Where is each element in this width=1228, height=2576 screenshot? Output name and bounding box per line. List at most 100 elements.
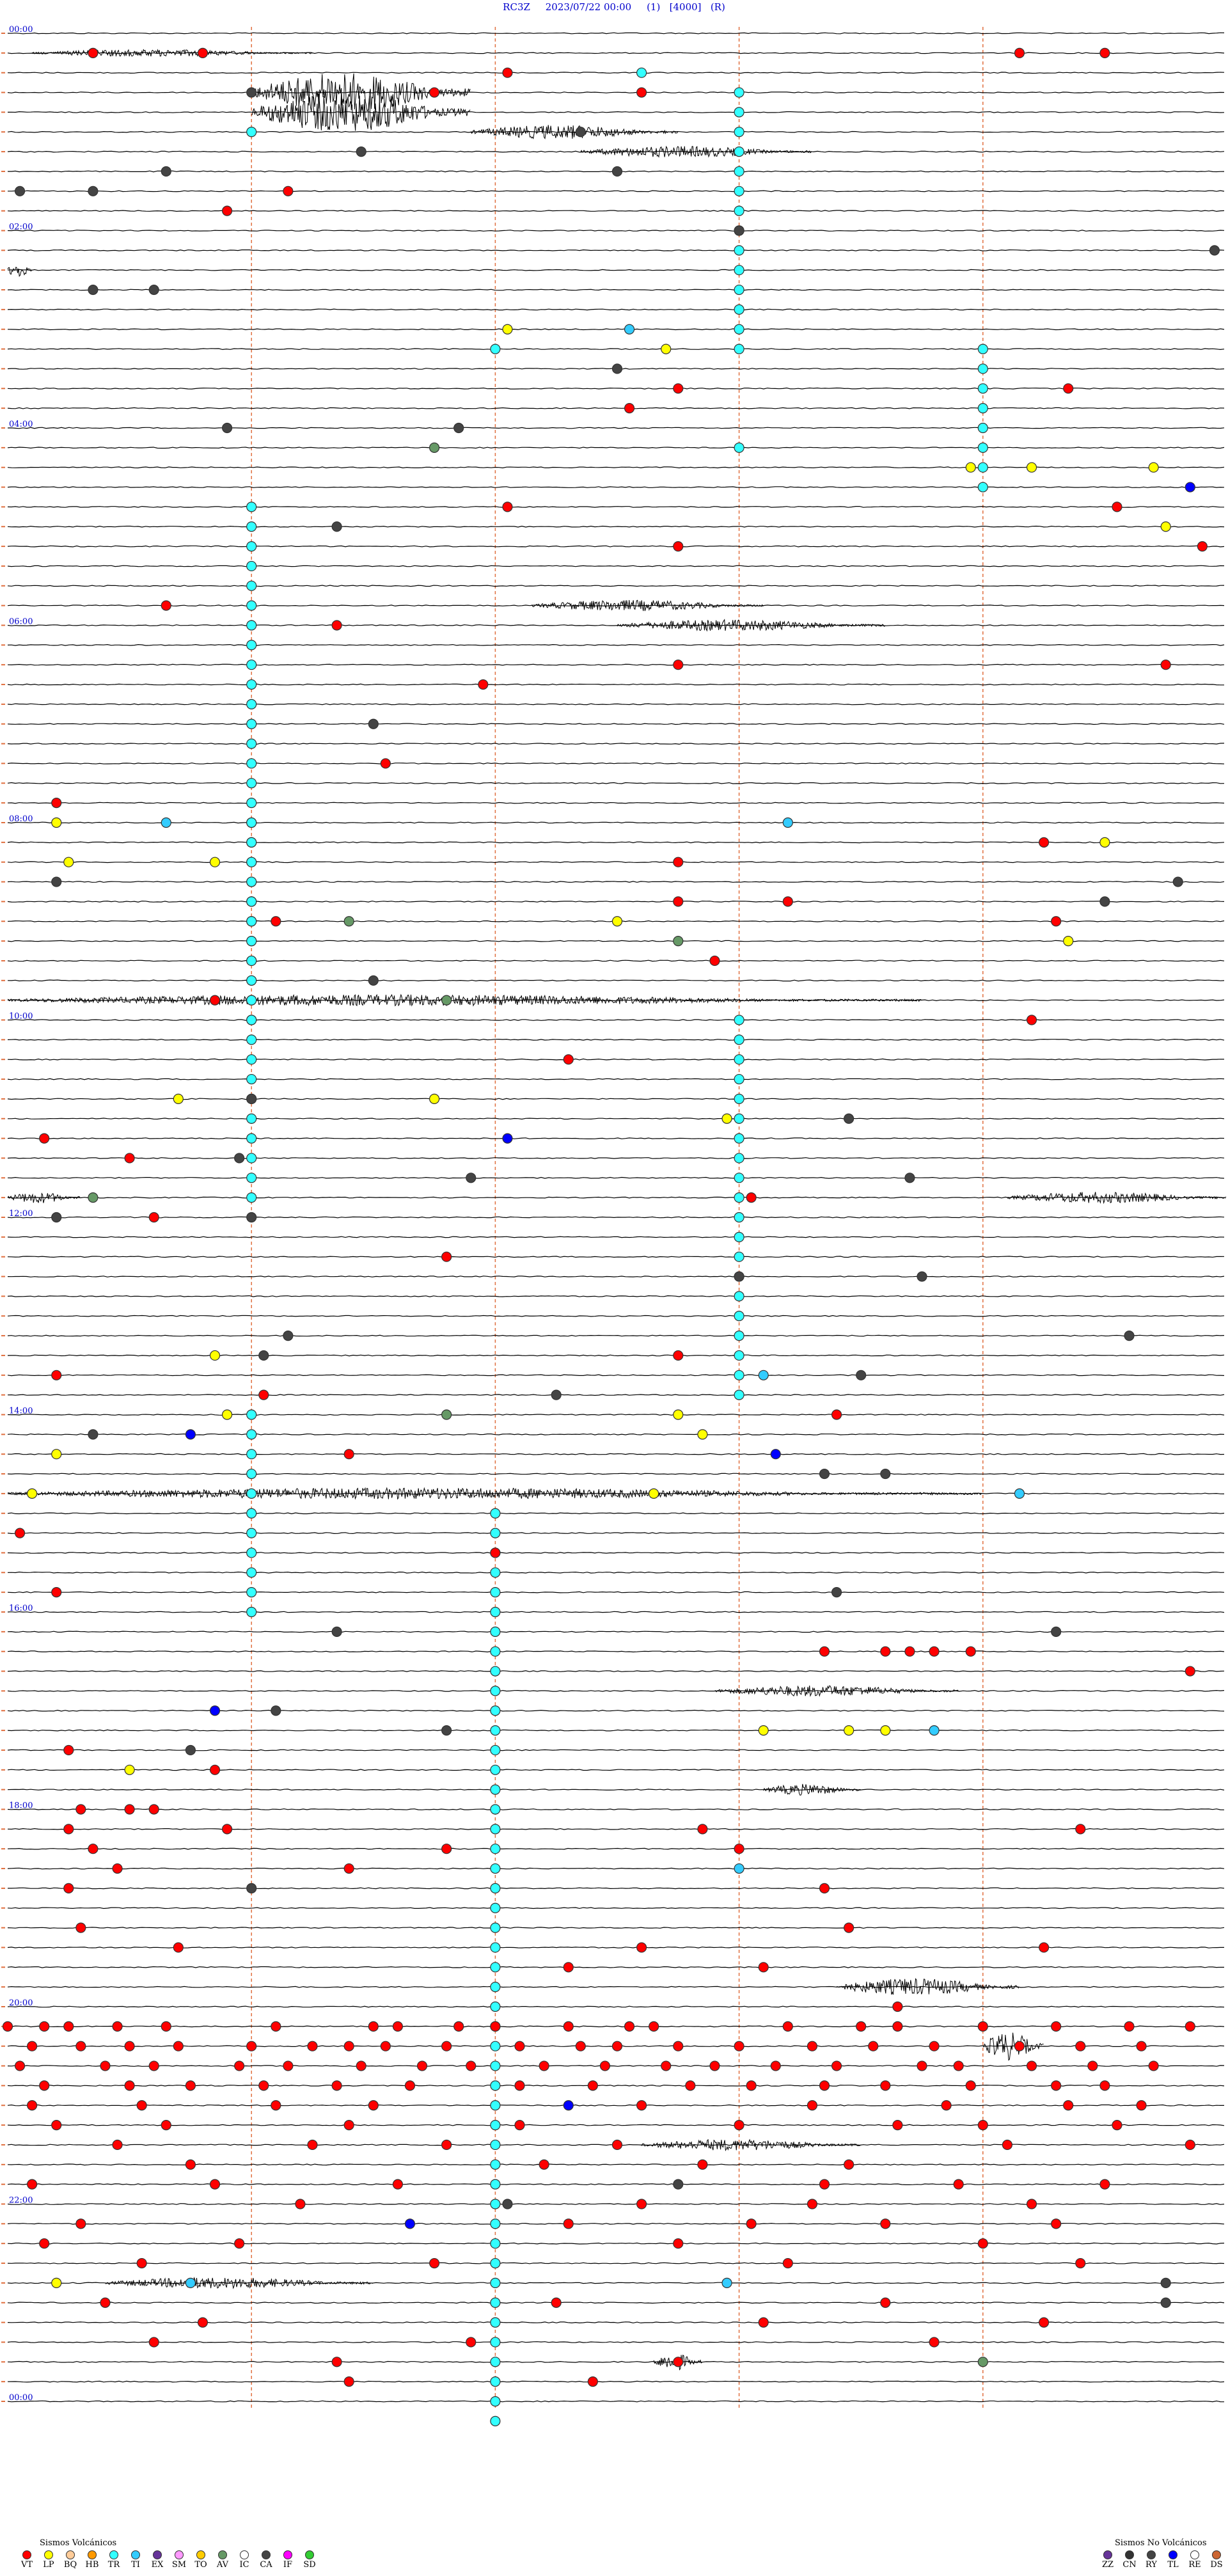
event-marker-ca bbox=[258, 1350, 269, 1361]
event-marker-tr bbox=[734, 304, 744, 315]
seismic-burst bbox=[836, 1978, 1019, 1995]
event-marker-tr bbox=[490, 1626, 501, 1637]
seismic-trace bbox=[7, 486, 1225, 488]
seismic-trace bbox=[7, 1650, 1225, 1653]
hour-label: 00:00 bbox=[9, 25, 33, 35]
event-marker-tr bbox=[490, 1784, 501, 1795]
event-marker-tr bbox=[490, 1705, 501, 1716]
seismic-trace bbox=[7, 2163, 1225, 2166]
event-marker-vt bbox=[307, 2041, 318, 2051]
seismic-trace bbox=[7, 32, 1225, 35]
event-marker-vt bbox=[478, 679, 489, 690]
event-marker-ca bbox=[185, 1744, 196, 1756]
event-marker-tr bbox=[246, 1192, 257, 1203]
event-marker-vt bbox=[124, 1804, 135, 1815]
seismic-trace bbox=[7, 999, 1225, 1002]
event-marker-vt bbox=[343, 2376, 354, 2387]
event-marker-lp bbox=[209, 1350, 221, 1361]
event-marker-tr bbox=[246, 1153, 257, 1164]
legend-swatch bbox=[196, 2550, 205, 2559]
seismic-trace bbox=[7, 1315, 1225, 1317]
event-marker-vt bbox=[63, 1744, 74, 1756]
event-marker-tr bbox=[734, 1291, 744, 1302]
event-marker-ti bbox=[929, 1725, 940, 1736]
event-marker-tr bbox=[734, 1212, 744, 1223]
seismic-trace bbox=[7, 1552, 1225, 1554]
seismic-trace bbox=[8, 190, 1225, 193]
event-marker-vt bbox=[1099, 2080, 1110, 2091]
event-marker-vt bbox=[892, 2001, 903, 2012]
event-marker-lp bbox=[965, 462, 976, 473]
event-marker-vt bbox=[1185, 2021, 1195, 2032]
event-marker-vt bbox=[673, 383, 684, 394]
seismic-burst bbox=[251, 93, 471, 131]
event-marker-vt bbox=[611, 2139, 623, 2151]
event-marker-tr bbox=[490, 1982, 501, 1993]
legend-swatch bbox=[305, 2550, 314, 2559]
row-marker bbox=[1, 1611, 5, 1613]
event-marker-vt bbox=[831, 1409, 842, 1420]
event-marker-vt bbox=[429, 2257, 440, 2269]
event-marker-tr bbox=[246, 1034, 257, 1045]
event-marker-vt bbox=[112, 2021, 123, 2032]
row-marker bbox=[1, 230, 5, 232]
event-marker-av bbox=[441, 1409, 452, 1420]
event-marker-tr bbox=[734, 265, 744, 276]
event-marker-ti bbox=[1014, 1488, 1025, 1499]
event-marker-vt bbox=[1002, 2139, 1013, 2151]
event-marker-tr bbox=[246, 541, 257, 552]
event-marker-vt bbox=[209, 2179, 221, 2190]
seismic-trace bbox=[7, 1038, 1225, 1041]
row-marker bbox=[1, 269, 5, 271]
seismic-trace bbox=[7, 2242, 1225, 2245]
event-marker-ca bbox=[831, 1587, 842, 1598]
legend-swatch bbox=[88, 2550, 97, 2559]
event-marker-tr bbox=[734, 1311, 744, 1322]
event-marker-vt bbox=[1124, 2021, 1135, 2032]
event-marker-lp bbox=[124, 1764, 135, 1775]
event-marker-ca bbox=[331, 1626, 342, 1637]
event-marker-vt bbox=[1087, 2060, 1098, 2071]
event-marker-tr bbox=[490, 1646, 501, 1657]
event-marker-vt bbox=[209, 1764, 221, 1775]
event-marker-tr bbox=[734, 324, 744, 335]
seismic-trace bbox=[7, 663, 1225, 666]
event-marker-tr bbox=[490, 1744, 501, 1756]
event-marker-tr bbox=[490, 1824, 501, 1835]
event-marker-tr bbox=[246, 1073, 257, 1085]
row-marker bbox=[1, 1650, 5, 1652]
event-marker-vt bbox=[1099, 2179, 1110, 2190]
event-marker-vt bbox=[709, 2060, 720, 2071]
chart-mode: (1) bbox=[647, 1, 661, 13]
event-marker-vt bbox=[1160, 660, 1171, 670]
row-marker bbox=[1, 249, 5, 251]
event-marker-tr bbox=[734, 1073, 744, 1085]
event-marker-tr bbox=[490, 2060, 501, 2071]
seismic-trace bbox=[7, 1966, 1225, 1968]
row-marker bbox=[1, 368, 5, 370]
event-marker-vt bbox=[112, 2139, 123, 2151]
hour-label: 10:00 bbox=[9, 1012, 33, 1022]
seismic-burst bbox=[105, 2277, 374, 2289]
event-marker-tr bbox=[490, 2199, 501, 2209]
event-marker-vt bbox=[124, 2080, 135, 2091]
event-marker-vt bbox=[14, 2060, 26, 2071]
row-marker bbox=[1, 2045, 5, 2047]
event-marker-tr bbox=[734, 1370, 744, 1380]
event-marker-ca bbox=[502, 2199, 513, 2209]
event-marker-tl bbox=[185, 1429, 196, 1440]
row-marker bbox=[1, 644, 5, 646]
event-marker-vt bbox=[587, 2080, 598, 2091]
legend-item-bq: BQ bbox=[59, 2550, 81, 2570]
row-marker bbox=[1, 1177, 5, 1179]
seismic-trace bbox=[7, 821, 1225, 824]
row-marker bbox=[1, 841, 5, 843]
event-marker-ca bbox=[368, 975, 379, 986]
event-marker-lp bbox=[51, 1449, 62, 1460]
seismic-trace bbox=[7, 210, 1225, 212]
event-marker-tr bbox=[246, 975, 257, 986]
event-marker-tr bbox=[246, 1133, 257, 1144]
legend-label: BQ bbox=[63, 2560, 77, 2570]
legend-label: RE bbox=[1188, 2560, 1201, 2570]
seismic-trace bbox=[7, 2025, 1225, 2028]
